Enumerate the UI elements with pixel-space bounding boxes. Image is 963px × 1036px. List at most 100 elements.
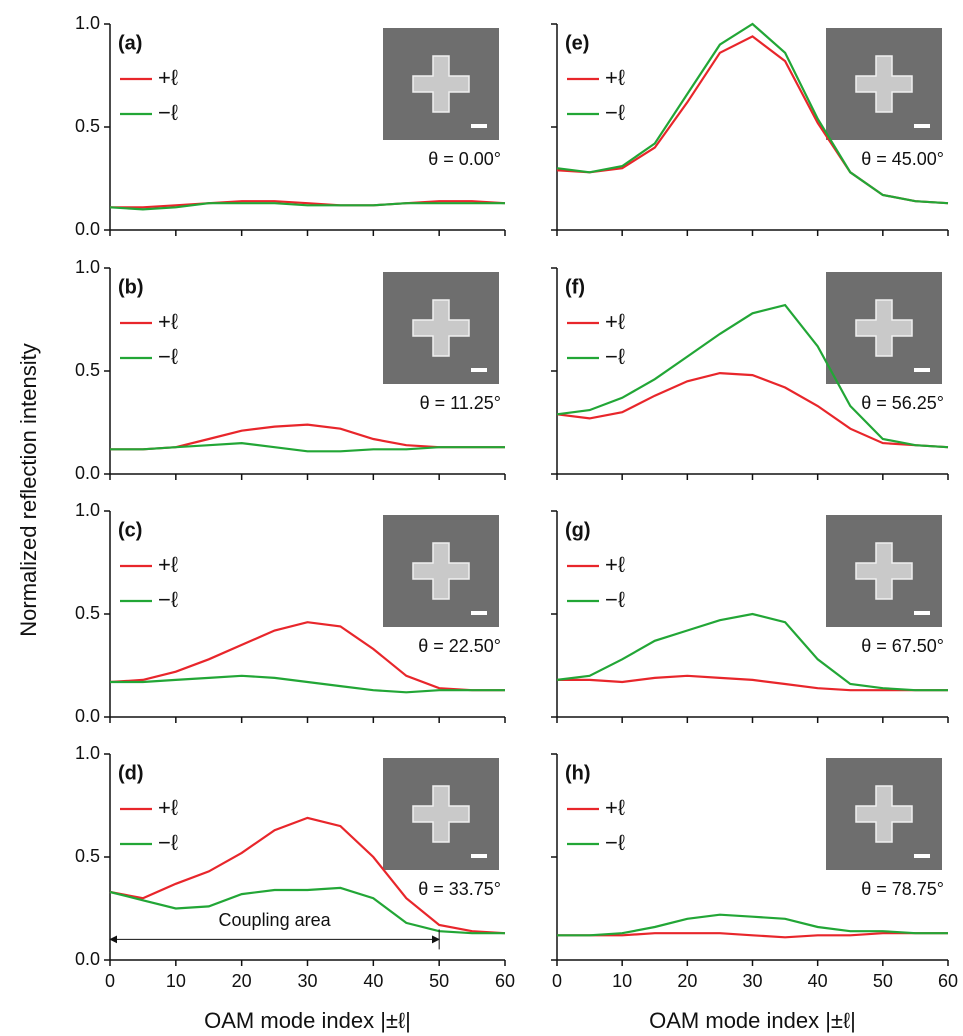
inset-cross xyxy=(855,299,913,357)
inset-cross xyxy=(855,542,913,600)
theta-label: θ = 22.50° xyxy=(418,636,501,656)
data-line xyxy=(110,423,505,451)
y-tick-label: 0.5 xyxy=(522,360,547,380)
sem-inset xyxy=(383,28,499,140)
panel-label: (b) xyxy=(118,276,144,298)
theta-label: θ = 67.50° xyxy=(861,636,944,656)
y-tick-label: 0.5 xyxy=(522,116,547,136)
legend-label: −ℓ xyxy=(605,100,626,125)
legend-label: +ℓ xyxy=(158,309,179,334)
inset-cross xyxy=(412,55,470,113)
legend-label: −ℓ xyxy=(158,100,179,125)
sem-inset xyxy=(826,272,942,384)
y-tick-label: 0.5 xyxy=(75,603,100,623)
data-line xyxy=(109,816,506,935)
legend-label: −ℓ xyxy=(158,587,179,612)
inset-cross xyxy=(855,785,913,843)
x-tick-label: 50 xyxy=(873,971,893,991)
x-tick-label: 20 xyxy=(232,971,252,991)
y-tick-label: 1.0 xyxy=(522,500,547,520)
y-tick-label: 0.0 xyxy=(75,706,100,726)
x-tick-label: 10 xyxy=(612,971,632,991)
panel-label: (a) xyxy=(118,32,142,54)
scale-bar xyxy=(914,611,930,615)
sem-inset xyxy=(826,515,942,627)
scale-bar xyxy=(471,854,487,858)
legend-label: −ℓ xyxy=(605,344,626,369)
x-tick-label: 20 xyxy=(677,971,697,991)
inset-cross xyxy=(855,55,913,113)
panel-label: (h) xyxy=(565,762,591,784)
y-axis-label: Normalized reflection intensity xyxy=(16,343,41,636)
data-line xyxy=(557,932,948,939)
y-tick-label: 1.0 xyxy=(75,500,100,520)
scale-bar xyxy=(471,124,487,128)
sem-inset xyxy=(383,272,499,384)
y-tick-label: 0.5 xyxy=(522,846,547,866)
data-line xyxy=(556,22,949,205)
x-tick-label: 50 xyxy=(429,971,449,991)
y-tick-label: 0.0 xyxy=(75,949,100,969)
legend-label: +ℓ xyxy=(605,552,626,577)
y-tick-label: 0.0 xyxy=(75,463,100,483)
legend-label: −ℓ xyxy=(605,830,626,855)
scale-bar xyxy=(914,368,930,372)
theta-label: θ = 0.00° xyxy=(428,149,501,169)
panel-label: (g) xyxy=(565,519,591,541)
legend-label: +ℓ xyxy=(158,65,179,90)
y-tick-label: 0.5 xyxy=(522,603,547,623)
y-tick-label: 0.5 xyxy=(75,360,100,380)
y-tick-label: 1.0 xyxy=(75,257,100,277)
scale-bar xyxy=(914,124,930,128)
x-tick-label: 40 xyxy=(363,971,383,991)
legend-label: −ℓ xyxy=(158,830,179,855)
y-tick-label: 1.0 xyxy=(522,257,547,277)
sem-inset xyxy=(826,758,942,870)
scale-bar xyxy=(471,611,487,615)
y-tick-label: 0.5 xyxy=(75,846,100,866)
theta-label: θ = 45.00° xyxy=(861,149,944,169)
scale-bar xyxy=(914,854,930,858)
y-tick-label: 1.0 xyxy=(522,743,547,763)
scale-bar xyxy=(471,368,487,372)
panel-label: (c) xyxy=(118,519,142,541)
legend-label: +ℓ xyxy=(158,795,179,820)
y-tick-label: 0.0 xyxy=(522,706,547,726)
data-line xyxy=(556,371,949,449)
sem-inset xyxy=(383,758,499,870)
inset-cross xyxy=(412,299,470,357)
legend-label: +ℓ xyxy=(605,309,626,334)
data-line xyxy=(557,674,948,692)
x-tick-label: 0 xyxy=(552,971,562,991)
sem-inset xyxy=(383,515,499,627)
y-tick-label: 1.0 xyxy=(75,743,100,763)
x-tick-label: 30 xyxy=(742,971,762,991)
y-tick-label: 0.0 xyxy=(75,219,100,239)
legend-label: +ℓ xyxy=(605,65,626,90)
inset-cross xyxy=(412,542,470,600)
theta-label: θ = 78.75° xyxy=(861,879,944,899)
data-line xyxy=(557,913,948,937)
data-line xyxy=(109,202,505,211)
legend-label: −ℓ xyxy=(158,344,179,369)
legend-label: +ℓ xyxy=(605,795,626,820)
data-line xyxy=(556,612,948,692)
data-line xyxy=(109,621,505,692)
theta-label: θ = 56.25° xyxy=(861,393,944,413)
range-label: Coupling area xyxy=(219,910,332,930)
x-axis-label: OAM mode index |±ℓ| xyxy=(204,1008,411,1033)
y-tick-label: 1.0 xyxy=(75,13,100,33)
x-tick-label: 0 xyxy=(105,971,115,991)
panel-label: (e) xyxy=(565,32,589,54)
legend-label: +ℓ xyxy=(158,552,179,577)
panel-label: (f) xyxy=(565,276,585,298)
sem-inset xyxy=(826,28,942,140)
legend-label: −ℓ xyxy=(605,587,626,612)
x-axis-label: OAM mode index |±ℓ| xyxy=(649,1008,856,1033)
x-tick-label: 30 xyxy=(297,971,317,991)
x-tick-label: 40 xyxy=(808,971,828,991)
y-tick-label: 0.0 xyxy=(522,219,547,239)
y-tick-label: 0.0 xyxy=(522,949,547,969)
